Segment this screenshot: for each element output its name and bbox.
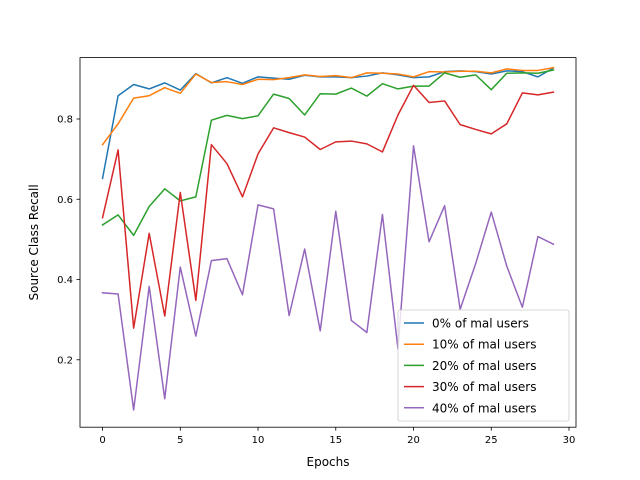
plot-frame <box>79 57 577 428</box>
x-tick-label: 10 <box>252 435 265 446</box>
legend: 0% of mal users 10% of mal users 20% of ma… <box>397 309 570 422</box>
x-tick-label: 0 <box>99 435 105 446</box>
series-line-4 <box>101 145 555 411</box>
series-line-3 <box>101 84 555 329</box>
y-tick-label: 0.2 <box>57 355 73 366</box>
y-axis-ticks: 0.2 0.4 0.6 0.8 <box>57 115 80 366</box>
y-tick-label: 0.8 <box>57 115 73 126</box>
x-axis-ticks: 0 5 10 15 20 25 30 <box>99 427 575 446</box>
series-line-1 <box>101 66 555 146</box>
y-tick-label: 0.4 <box>57 275 73 286</box>
legend-label-4: 40% of mal users <box>432 401 536 415</box>
y-tick-label: 0.6 <box>57 195 73 206</box>
x-tick-label: 25 <box>485 435 498 446</box>
x-tick-label: 30 <box>563 435 576 446</box>
legend-label-0: 0% of mal users <box>432 317 529 331</box>
plot-lines <box>101 66 555 411</box>
y-axis-label: Source Class Recall <box>27 184 41 300</box>
x-tick-label: 5 <box>177 435 183 446</box>
legend-label-1: 10% of mal users <box>432 338 536 352</box>
legend-label-2: 20% of mal users <box>432 359 536 373</box>
legend-box <box>397 309 570 422</box>
series-line-2 <box>101 69 555 237</box>
x-tick-label: 20 <box>407 435 420 446</box>
x-axis-label: Epochs <box>307 455 350 469</box>
legend-label-3: 30% of mal users <box>432 380 536 394</box>
x-tick-label: 15 <box>329 435 342 446</box>
